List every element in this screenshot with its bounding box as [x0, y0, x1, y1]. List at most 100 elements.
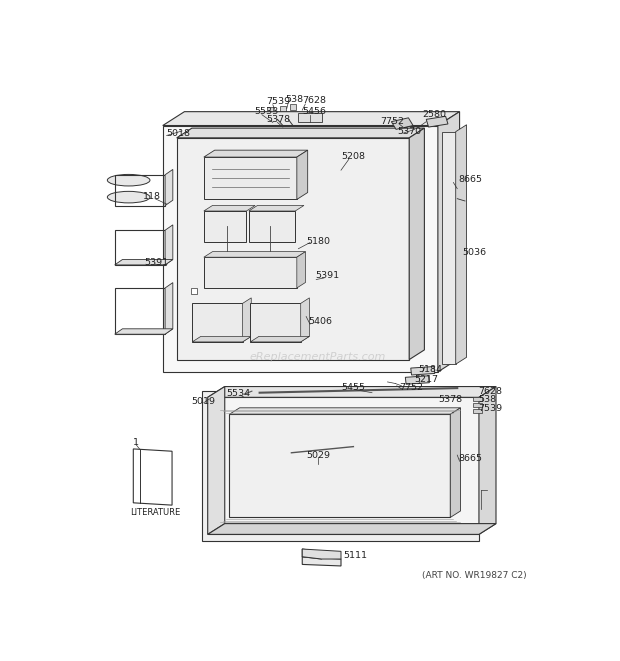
Bar — [229, 414, 450, 518]
Polygon shape — [208, 524, 496, 534]
Polygon shape — [303, 549, 341, 559]
Text: 5036: 5036 — [463, 248, 487, 257]
Text: 5018: 5018 — [167, 129, 190, 137]
Bar — [267, 107, 273, 113]
Polygon shape — [405, 375, 429, 384]
Text: 8665: 8665 — [459, 453, 483, 463]
Text: LITERATURE: LITERATURE — [130, 508, 180, 516]
Polygon shape — [133, 449, 172, 505]
Text: 5378: 5378 — [267, 115, 291, 124]
Text: 5184: 5184 — [418, 365, 443, 374]
Text: 5455: 5455 — [341, 383, 365, 392]
Circle shape — [235, 438, 242, 445]
Circle shape — [235, 471, 242, 479]
Text: 5378: 5378 — [438, 395, 462, 404]
Polygon shape — [177, 128, 425, 138]
Polygon shape — [441, 132, 456, 364]
Polygon shape — [165, 225, 173, 265]
Text: 7752: 7752 — [379, 117, 404, 126]
Circle shape — [433, 449, 440, 457]
Polygon shape — [202, 391, 479, 541]
Polygon shape — [242, 298, 251, 342]
Polygon shape — [204, 150, 308, 157]
Circle shape — [235, 454, 242, 462]
Bar — [290, 104, 296, 110]
Circle shape — [435, 451, 438, 454]
Polygon shape — [115, 260, 173, 265]
Text: 5111: 5111 — [343, 551, 367, 560]
Text: 7539: 7539 — [478, 404, 502, 412]
Text: 5391: 5391 — [316, 271, 340, 280]
Polygon shape — [410, 367, 435, 375]
Polygon shape — [208, 397, 479, 534]
Text: 1: 1 — [133, 438, 140, 447]
Text: 5208: 5208 — [341, 152, 365, 161]
Bar — [298, 113, 322, 122]
Polygon shape — [250, 303, 301, 342]
Polygon shape — [192, 303, 242, 342]
Polygon shape — [303, 557, 341, 566]
Text: 5370: 5370 — [397, 127, 422, 136]
Polygon shape — [229, 408, 461, 414]
Polygon shape — [438, 112, 459, 372]
Polygon shape — [249, 206, 304, 211]
Ellipse shape — [107, 175, 150, 186]
Bar — [191, 288, 197, 294]
Text: 5217: 5217 — [415, 375, 438, 384]
Circle shape — [435, 475, 438, 477]
Polygon shape — [301, 298, 309, 342]
Text: 7752: 7752 — [399, 383, 423, 392]
Polygon shape — [427, 116, 448, 127]
Text: 5456: 5456 — [303, 107, 326, 116]
Bar — [204, 257, 297, 288]
Text: 5029: 5029 — [306, 451, 330, 459]
Polygon shape — [177, 138, 409, 360]
Text: 118: 118 — [143, 192, 161, 201]
Circle shape — [235, 488, 242, 496]
Polygon shape — [208, 387, 496, 397]
Polygon shape — [204, 206, 255, 211]
Circle shape — [237, 440, 240, 442]
Polygon shape — [391, 118, 413, 130]
Text: 5534: 5534 — [226, 389, 250, 398]
Ellipse shape — [107, 191, 150, 203]
Text: 5391: 5391 — [144, 258, 168, 267]
Text: 5406: 5406 — [309, 317, 332, 327]
Text: 5180: 5180 — [306, 237, 330, 245]
Polygon shape — [192, 336, 251, 342]
Polygon shape — [303, 549, 322, 559]
Circle shape — [433, 472, 440, 480]
Circle shape — [237, 491, 240, 493]
Bar — [249, 211, 295, 242]
Polygon shape — [162, 126, 438, 372]
Text: 538: 538 — [478, 395, 496, 404]
Bar — [204, 211, 246, 242]
Polygon shape — [165, 283, 173, 334]
Bar — [204, 157, 297, 200]
Bar — [472, 409, 482, 412]
Polygon shape — [409, 128, 425, 360]
Text: 5533: 5533 — [254, 107, 278, 116]
Bar — [280, 106, 286, 112]
Polygon shape — [115, 329, 173, 334]
Text: 8665: 8665 — [459, 175, 483, 184]
Text: 7539: 7539 — [267, 97, 291, 106]
Polygon shape — [450, 408, 461, 518]
Text: 2580: 2580 — [422, 110, 446, 119]
Text: 5019: 5019 — [192, 397, 215, 406]
Circle shape — [237, 457, 240, 459]
Polygon shape — [165, 169, 173, 206]
Polygon shape — [456, 125, 467, 364]
Text: 7628: 7628 — [303, 97, 326, 105]
Polygon shape — [204, 252, 306, 257]
Polygon shape — [297, 150, 308, 200]
Text: 538: 538 — [285, 95, 303, 104]
Polygon shape — [250, 336, 309, 342]
Polygon shape — [297, 252, 306, 288]
Polygon shape — [208, 387, 224, 534]
Polygon shape — [162, 112, 459, 126]
Polygon shape — [479, 387, 496, 534]
Text: 7628: 7628 — [478, 387, 502, 397]
Bar — [472, 403, 482, 407]
Text: (ART NO. WR19827 C2): (ART NO. WR19827 C2) — [422, 572, 527, 580]
